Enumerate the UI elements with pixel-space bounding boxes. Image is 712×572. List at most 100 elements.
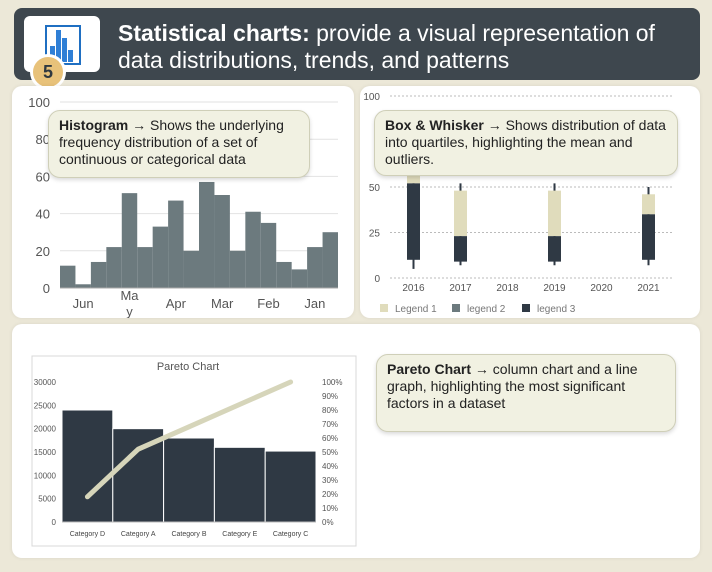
box-upper-quartile — [548, 190, 561, 237]
box-legend-label: legend 2 — [467, 304, 506, 315]
pareto-xtick-label: Category D — [70, 531, 105, 538]
pareto-y2tick-label: 20% — [322, 490, 338, 499]
header-title-bold: Statistical charts: — [118, 20, 310, 46]
box-xtick-label: 2021 — [637, 283, 660, 294]
box-legend-swatch — [452, 304, 460, 312]
histogram-bar — [322, 232, 338, 288]
pareto-y2tick-label: 0% — [322, 518, 334, 527]
box-xtick-label: 2019 — [543, 283, 566, 294]
pareto-y2tick-label: 90% — [322, 392, 338, 401]
header-title: Statistical charts: provide a visual rep… — [118, 20, 694, 74]
histogram-xtick-label: Apr — [166, 296, 187, 311]
pareto-y2tick-label: 10% — [322, 504, 338, 513]
box-xtick-label: 2018 — [496, 283, 519, 294]
histogram-bar — [152, 226, 169, 288]
histogram-ytick-label: 0 — [43, 281, 50, 296]
histogram-bar — [307, 247, 323, 288]
pareto-ytick-label: 5000 — [38, 495, 56, 504]
histogram-ytick-label: 40 — [36, 207, 50, 222]
pareto-ytick-label: 15000 — [34, 448, 57, 457]
pareto-callout-text: → column chart and a line graph, highlig… — [387, 361, 638, 411]
histogram-bar — [291, 269, 308, 288]
box-upper-quartile — [454, 190, 467, 237]
pareto-ytick-label: 20000 — [34, 425, 57, 434]
box-ytick-label: 100 — [363, 92, 380, 103]
histogram-bar — [90, 261, 107, 288]
pareto-bar — [163, 437, 215, 523]
pareto-bar — [213, 446, 266, 523]
histogram-callout-text: → Shows the underlying frequency distrib… — [59, 117, 284, 167]
box-lower-quartile — [407, 183, 420, 260]
box-ytick-label: 0 — [374, 274, 380, 285]
box-lower-quartile — [642, 214, 655, 260]
box-ytick-label: 25 — [369, 229, 381, 240]
box-upper-quartile — [407, 172, 420, 184]
box-whisker-panel: 0 25 50 100 2016 2017 2018 2019 2020 2021 Legend 1… — [360, 86, 700, 318]
box-whisker-chart: 0 25 50 100 2016 2017 2018 2019 2020 2021 Legend 1… — [363, 92, 672, 315]
histogram-bar — [199, 181, 215, 288]
histogram-bar — [137, 247, 153, 288]
box-lower-quartile — [548, 236, 561, 262]
histogram-bar — [183, 250, 199, 288]
histogram-xtick-label: Mar — [211, 296, 234, 311]
pareto-ytick-label: 0 — [52, 518, 57, 527]
histogram-xtick-label: Jun — [73, 296, 94, 311]
histogram-xtick-label-wrap: y — [126, 304, 133, 318]
box-upper-quartile — [642, 194, 655, 215]
histogram-xtick-label: Feb — [257, 296, 279, 311]
histogram-bar — [276, 261, 292, 288]
box-legend-label: legend 3 — [537, 304, 576, 315]
pareto-y2tick-label: 30% — [322, 476, 338, 485]
pareto-cumulative-line — [84, 379, 294, 500]
histogram-bar — [214, 195, 230, 288]
pareto-panel: Pareto Chart 0 5000 10000 15000 20000 25000 300… — [12, 324, 700, 558]
histogram-ytick-label: 100 — [28, 95, 50, 110]
pareto-xtick-label: Category A — [121, 531, 156, 538]
histogram-bar — [106, 247, 122, 288]
step-number-badge: 5 — [30, 54, 66, 90]
pareto-y2tick-label: 40% — [322, 462, 338, 471]
box-ytick-label: 50 — [369, 183, 381, 194]
histogram-callout-title: Histogram — [59, 117, 129, 133]
histogram-callout: Histogram → Shows the underlying frequen… — [48, 110, 310, 178]
box-whisker-callout-title: Box & Whisker — [385, 117, 484, 133]
pareto-y2tick-label: 100% — [322, 378, 342, 387]
histogram-bar — [229, 250, 246, 288]
histogram-bar — [121, 193, 138, 288]
histogram-xtick-label: Jan — [304, 296, 325, 311]
histogram-bar — [75, 284, 91, 288]
histogram-ytick-label: 20 — [36, 244, 50, 259]
box-legend-swatch — [522, 304, 530, 312]
pareto-y2tick-label: 60% — [322, 434, 338, 443]
pareto-callout-title: Pareto Chart — [387, 361, 472, 377]
pareto-ytick-label: 30000 — [34, 378, 57, 387]
box-legend-swatch — [380, 304, 388, 312]
histogram-ytick-label: 80 — [36, 132, 50, 147]
histogram-panel: 0 20 40 60 80 100 Jun Ma y Apr Mar Feb Jan Histogram… — [12, 86, 354, 319]
histogram-bar — [60, 265, 76, 288]
pareto-bar — [61, 409, 114, 523]
histogram-bar — [245, 211, 261, 288]
pareto-chart-title: Pareto Chart — [157, 361, 219, 373]
header-title-rest: provide a visual representation of data … — [118, 20, 655, 73]
pareto-xtick-label: Category B — [171, 531, 206, 538]
histogram-bar — [260, 222, 277, 288]
pareto-y2tick-label: 80% — [322, 406, 338, 415]
box-whisker-callout: Box & Whisker → Shows distribution of da… — [374, 110, 678, 176]
histogram-chart: 0 20 40 60 80 100 Jun May Apr Mar Feb Jan — [28, 95, 338, 319]
pareto-ytick-label: 10000 — [34, 471, 57, 480]
pareto-callout: Pareto Chart → column chart and a line g… — [376, 354, 676, 432]
box-lower-quartile — [454, 236, 467, 262]
histogram-xtick-label: Ma — [120, 288, 139, 303]
box-legend-label: Legend 1 — [395, 304, 437, 315]
box-xtick-label: 2020 — [590, 283, 613, 294]
pareto-y2tick-label: 70% — [322, 420, 338, 429]
histogram-ytick-label: 60 — [36, 169, 50, 184]
pareto-chart: Pareto Chart 0 5000 10000 15000 20000 25000 300… — [31, 355, 357, 547]
pareto-bar — [264, 450, 317, 523]
header-banner: 5 Statistical charts: provide a visual r… — [14, 8, 700, 90]
histogram-bar — [168, 200, 184, 288]
box-xtick-label: 2017 — [449, 283, 472, 294]
pareto-y2tick-label: 50% — [322, 448, 338, 457]
pareto-xtick-label: Category C — [273, 531, 308, 538]
